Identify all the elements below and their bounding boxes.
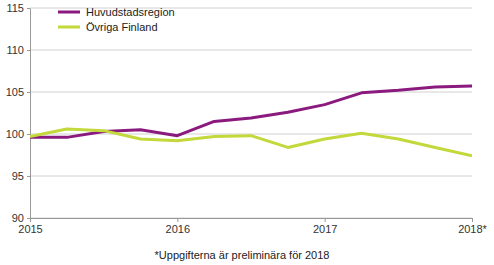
- annotation: *Uppgifterna är preliminära för 2018: [155, 249, 330, 261]
- y-tick: 110: [6, 44, 30, 56]
- y-tick-label: 115: [6, 2, 24, 14]
- legend-item: Huvudstadsregion: [58, 6, 175, 18]
- y-tick: 115: [6, 2, 30, 14]
- grid: [30, 8, 472, 218]
- grid-line: [30, 218, 472, 219]
- y-tick-mark: [27, 134, 30, 135]
- x-tick-mark: [177, 218, 178, 222]
- x-axis-line: [31, 218, 473, 219]
- x-axis: 2015 2016 2017 2018*: [18, 218, 487, 235]
- x-tick-mark: [325, 218, 326, 222]
- legend: Huvudstadsregion Övriga Finland: [58, 6, 175, 33]
- x-tick-mark: [472, 218, 473, 222]
- legend-label: Huvudstadsregion: [86, 6, 175, 18]
- x-tick: 2018*: [458, 218, 487, 235]
- y-tick-label: 100: [6, 128, 24, 140]
- x-tick: 2015: [18, 218, 42, 235]
- x-tick-mark: [30, 218, 31, 222]
- y-tick-label: 95: [12, 170, 24, 182]
- chart: 90951001051101152015201620172018*Huvudst…: [0, 0, 494, 265]
- y-tick-mark: [27, 176, 30, 177]
- y-tick-mark: [27, 218, 30, 219]
- y-tick-label: 110: [6, 44, 24, 56]
- y-tick: 100: [6, 128, 30, 140]
- legend-swatch: [58, 11, 80, 14]
- y-tick-mark: [27, 92, 30, 93]
- x-tick: 2016: [166, 218, 190, 235]
- y-tick-mark: [27, 50, 30, 51]
- legend-item: Övriga Finland: [58, 21, 158, 33]
- x-tick-label: 2016: [166, 223, 190, 235]
- grid-line: [30, 92, 472, 93]
- y-tick: 105: [6, 86, 30, 98]
- y-axis-line: [30, 9, 31, 219]
- grid-line: [30, 176, 472, 177]
- x-tick-label: 2017: [313, 223, 337, 235]
- y-tick-label: 105: [6, 86, 24, 98]
- x-tick-label: 2015: [18, 223, 42, 235]
- plot-area: [30, 86, 472, 156]
- y-tick: 95: [12, 170, 30, 182]
- y-tick-mark: [27, 8, 30, 9]
- legend-swatch: [58, 26, 80, 29]
- x-tick-label: 2018*: [458, 223, 487, 235]
- legend-label: Övriga Finland: [86, 21, 158, 33]
- x-tick: 2017: [313, 218, 337, 235]
- series-line: [30, 129, 472, 156]
- grid-line: [30, 50, 472, 51]
- y-axis: 9095100105110115: [6, 2, 31, 224]
